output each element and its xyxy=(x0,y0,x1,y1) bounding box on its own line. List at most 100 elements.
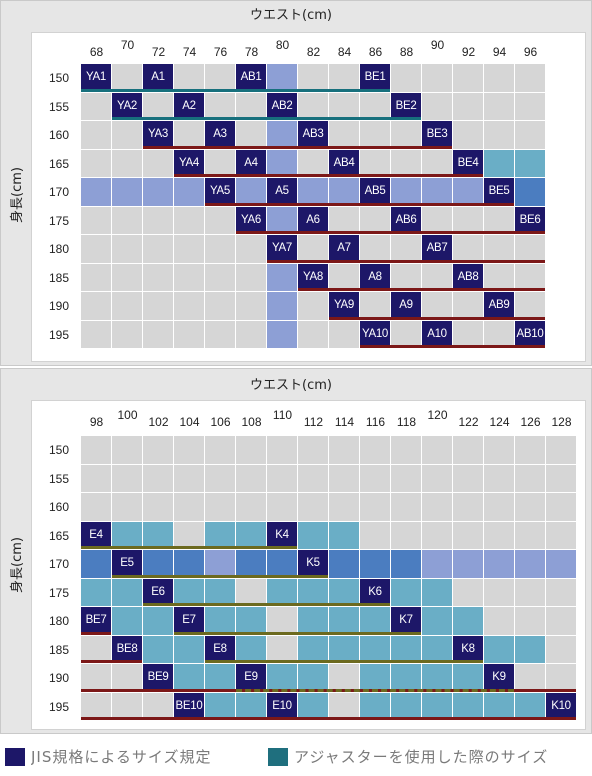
highlight-cell-195-80 xyxy=(267,320,297,348)
size-A2: A2 xyxy=(174,92,204,120)
cell-150-98 xyxy=(81,436,111,464)
size-AB1: AB1 xyxy=(236,64,266,92)
height-tick-155: 155 xyxy=(48,99,70,114)
adjuster-cell-170-110 xyxy=(267,550,297,578)
cell-175-74 xyxy=(174,206,204,234)
cell-180-128 xyxy=(546,607,576,635)
cell-165-120 xyxy=(422,521,452,549)
cell-165-68 xyxy=(81,149,111,177)
cell-150-118 xyxy=(391,436,421,464)
waist-tick-110: 110 xyxy=(272,408,293,422)
waist-tick-100: 100 xyxy=(117,408,138,422)
cell-190-68 xyxy=(81,292,111,320)
cell-155-124 xyxy=(484,464,514,492)
cell-155-118 xyxy=(391,464,421,492)
height-tick-175: 175 xyxy=(48,213,70,228)
size-E4: E4 xyxy=(81,521,111,549)
cell-190-76 xyxy=(205,292,235,320)
cell-195-84 xyxy=(329,320,359,348)
size-grid: E4 K4 E5 K5 E6 K6 BE7 E7 K7 BE8 E8 K8 BE9 E9 K9 BE10 E10… xyxy=(81,436,577,721)
cell-180-96 xyxy=(515,235,545,263)
cell-175-72 xyxy=(143,206,173,234)
adjuster-cell-185-116 xyxy=(360,635,390,663)
cell-160-112 xyxy=(298,493,328,521)
size-K10: K10 xyxy=(546,692,576,720)
adjuster-cell-185-120 xyxy=(422,635,452,663)
guide-line-180-4 xyxy=(174,631,421,635)
cell-155-128 xyxy=(546,464,576,492)
cell-160-104 xyxy=(174,493,204,521)
waist-tick-102: 102 xyxy=(148,415,169,429)
waist-tick-76: 76 xyxy=(213,45,228,59)
size-YA9: YA9 xyxy=(329,292,359,320)
cell-160-120 xyxy=(422,493,452,521)
size-E8: E8 xyxy=(205,635,235,663)
cell-165-128 xyxy=(546,521,576,549)
guide-line-155-1 xyxy=(112,117,421,120)
legend-item-adjuster: アジャスターを使用した際のサイズ xyxy=(268,744,586,770)
adjuster-cell-185-118 xyxy=(391,635,421,663)
size-A3: A3 xyxy=(205,121,235,149)
cell-160-110 xyxy=(267,493,297,521)
adjuster-cell-185-104 xyxy=(174,635,204,663)
cell-175-94 xyxy=(484,206,514,234)
size-A6: A6 xyxy=(298,206,328,234)
size-YA6: YA6 xyxy=(236,206,266,234)
size-K8: K8 xyxy=(453,635,483,663)
height-tick-185: 185 xyxy=(48,270,70,285)
cell-195-98 xyxy=(81,692,111,720)
cell-175-76 xyxy=(205,206,235,234)
adjuster-cell-185-126 xyxy=(515,635,545,663)
adjuster-cell-165-94 xyxy=(484,149,514,177)
highlight-cell-170-92 xyxy=(453,178,483,206)
waist-tick-106: 106 xyxy=(210,415,231,429)
cell-155-78 xyxy=(236,92,266,120)
guide-line-170-4 xyxy=(205,202,514,206)
cell-150-70 xyxy=(112,64,142,92)
adjuster-cell-190-106 xyxy=(205,664,235,692)
waist-tick-120: 120 xyxy=(427,408,448,422)
cell-150-124 xyxy=(484,436,514,464)
size-BE3: BE3 xyxy=(422,121,452,149)
cell-155-114 xyxy=(329,464,359,492)
cell-190-114 xyxy=(329,664,359,692)
size-E9: E9 xyxy=(236,664,266,692)
cell-150-82 xyxy=(298,64,328,92)
adjuster-cell-185-124 xyxy=(484,635,514,663)
height-tick-150: 150 xyxy=(48,71,70,85)
cell-160-124 xyxy=(484,493,514,521)
cell-155-104 xyxy=(174,464,204,492)
adjuster-cell-190-116 xyxy=(360,664,390,692)
highlight-cell-170-88 xyxy=(391,178,421,206)
adjuster-cell-185-102 xyxy=(143,635,173,663)
size-YA8: YA8 xyxy=(298,263,328,291)
adjuster-cell-165-114 xyxy=(329,521,359,549)
adjuster-cell-195-116 xyxy=(360,692,390,720)
highlight-cell-170-124 xyxy=(484,550,514,578)
adjuster-cell-185-108 xyxy=(236,635,266,663)
height-tick-column: 150 155 160 165 170 175 180 185 190 195 xyxy=(44,436,74,721)
adjuster-cell-165-106 xyxy=(205,521,235,549)
cell-150-128 xyxy=(546,436,576,464)
highlight-cell-170-128 xyxy=(546,550,576,578)
adjuster-cell-190-122 xyxy=(453,664,483,692)
cell-175-92 xyxy=(453,206,483,234)
cell-175-122 xyxy=(453,578,483,606)
cell-155-82 xyxy=(298,92,328,120)
upper-size-chart: ウエスト(cm) 身長(cm) 68 70 72 74 76 78 80 82 84 86 88 90… xyxy=(0,0,592,366)
legend-item-jis: JIS規格によるサイズ規定 xyxy=(5,744,260,770)
cell-190-100 xyxy=(112,664,142,692)
cell-155-96 xyxy=(515,92,545,120)
guide-line-160-2 xyxy=(143,145,452,149)
highlight-cell-170-90 xyxy=(422,178,452,206)
cell-195-68 xyxy=(81,320,111,348)
highlight-cell-175-80 xyxy=(267,206,297,234)
waist-tick-70: 70 xyxy=(120,38,135,52)
guide-line-180-3 xyxy=(81,631,111,635)
cell-155-72 xyxy=(143,92,173,120)
adjuster-cell-195-120 xyxy=(422,692,452,720)
size-AB5: AB5 xyxy=(360,178,390,206)
size-E7: E7 xyxy=(174,607,204,635)
cell-185-78 xyxy=(236,263,266,291)
cell-165-72 xyxy=(143,149,173,177)
